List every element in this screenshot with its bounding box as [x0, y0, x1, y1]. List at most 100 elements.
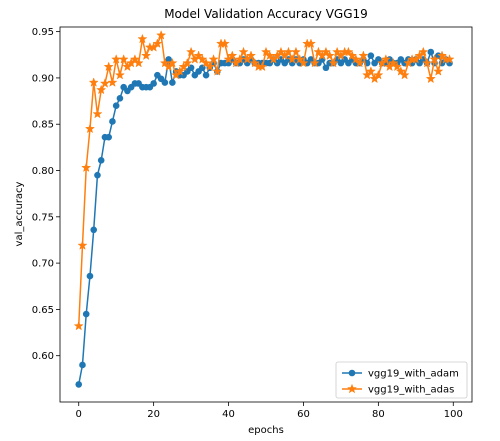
data-point	[399, 69, 410, 80]
x-tick-label: 80	[372, 409, 385, 420]
data-point	[320, 46, 331, 57]
data-point	[197, 54, 208, 64]
data-point	[238, 46, 249, 57]
data-point	[227, 50, 238, 61]
data-point	[433, 66, 444, 76]
data-point	[150, 80, 157, 87]
data-point	[328, 57, 339, 68]
y-tick-label: 0.60	[32, 351, 54, 362]
data-point	[373, 69, 384, 80]
data-point	[94, 171, 101, 179]
data-point	[429, 54, 440, 64]
data-point	[358, 50, 369, 61]
y-axis-label: val_accuracy	[14, 181, 25, 246]
x-tick-label: 60	[297, 409, 310, 420]
data-point	[174, 66, 185, 76]
data-point	[169, 79, 176, 86]
data-point	[133, 57, 144, 68]
data-point	[114, 69, 125, 80]
data-point	[92, 108, 103, 119]
data-point	[305, 38, 317, 48]
data-point	[309, 57, 320, 68]
series-vgg19_with_adas	[73, 29, 455, 331]
y-tick-label: 0.70	[32, 259, 54, 270]
legend-marker	[346, 383, 358, 394]
legend-marker	[348, 369, 356, 377]
data-point	[79, 361, 86, 369]
data-point	[380, 54, 391, 64]
data-point	[444, 54, 455, 64]
plot-area	[73, 29, 455, 388]
data-point	[208, 54, 219, 64]
y-tick-label: 0.95	[32, 27, 54, 38]
data-point	[260, 46, 272, 57]
data-point	[73, 320, 84, 331]
chart-title: Model Validation Accuracy VGG19	[164, 7, 368, 21]
data-point	[88, 77, 99, 87]
axes: 0 20 40 60 80 100 0.60 0.65 0.70 0.75 0.80 0.85 0.90…	[32, 27, 463, 420]
x-tick-label: 100	[444, 409, 463, 420]
data-point	[82, 310, 90, 318]
data-point	[84, 123, 96, 134]
data-point	[421, 57, 433, 68]
data-point	[392, 61, 403, 72]
data-point	[367, 52, 375, 60]
data-point	[290, 46, 302, 57]
y-tick-label: 0.90	[32, 73, 54, 84]
data-point	[294, 54, 305, 64]
data-point	[388, 57, 399, 68]
x-axis-label: epochs	[248, 425, 284, 436]
data-point	[112, 102, 120, 110]
legend-label: vgg19_with_adam	[368, 369, 459, 380]
data-point	[219, 38, 230, 48]
y-tick-label: 0.80	[32, 166, 54, 177]
data-point	[129, 54, 140, 64]
data-point	[141, 50, 152, 61]
data-point	[365, 66, 376, 76]
data-point	[103, 61, 114, 72]
data-point	[202, 71, 210, 79]
x-tick-label: 0	[76, 409, 82, 420]
data-point	[90, 226, 98, 234]
data-point	[167, 57, 178, 68]
data-point	[186, 46, 197, 57]
data-point	[165, 56, 172, 63]
data-point	[257, 61, 268, 72]
y-tick-label: 0.85	[32, 120, 54, 131]
data-point	[97, 157, 105, 164]
data-point	[96, 84, 107, 95]
data-point	[350, 54, 361, 64]
legend: vgg19_with_adam vgg19_with_adas	[335, 361, 468, 399]
data-point	[99, 78, 111, 88]
data-point	[322, 64, 330, 72]
series-line	[77, 32, 450, 327]
data-point	[107, 77, 118, 87]
plot-frame	[59, 26, 473, 403]
data-point	[343, 46, 354, 57]
data-point	[354, 57, 365, 68]
data-point	[201, 57, 212, 68]
y-tick-label: 0.65	[32, 305, 54, 316]
data-point	[212, 66, 223, 76]
data-point	[418, 46, 429, 57]
data-point	[298, 57, 309, 68]
data-point	[427, 48, 435, 56]
data-point	[152, 38, 163, 48]
data-point	[81, 162, 92, 173]
data-point	[77, 240, 88, 250]
data-point	[105, 133, 112, 141]
data-point	[245, 50, 257, 61]
data-point	[86, 272, 94, 280]
data-point	[395, 66, 406, 76]
data-point	[347, 50, 358, 61]
data-point	[116, 94, 124, 102]
data-point	[182, 57, 193, 68]
data-point	[118, 54, 129, 64]
data-point	[161, 79, 169, 86]
legend-label: vgg19_with_adas	[368, 385, 454, 396]
data-point	[436, 50, 448, 61]
data-point	[156, 29, 167, 40]
data-point	[204, 61, 215, 72]
x-tick-label: 40	[222, 409, 235, 420]
